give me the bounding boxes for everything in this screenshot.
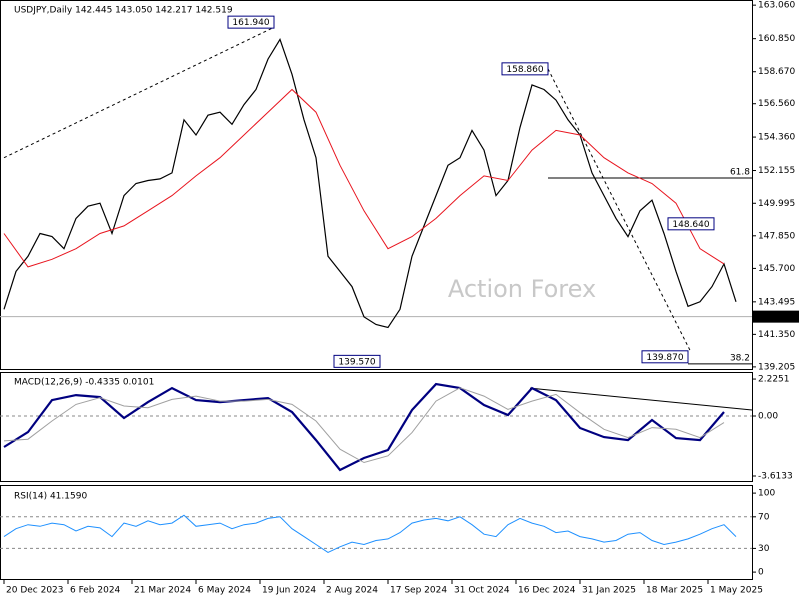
trendline [529,387,753,411]
x-tick-label: 18 Mar 2025 [646,586,703,596]
x-tick-label: 19 Jun 2024 [262,586,316,596]
y-tick-label: 139.205 [758,362,795,372]
series-line [3,37,737,329]
pane-title: USDJPY,Daily 142.445 143.050 142.217 142… [14,6,233,16]
x-tick-label: 21 Mar 2024 [134,586,191,596]
pane-title: RSI(14) 41.1590 [14,492,87,502]
x-tick-label: 1 May 2025 [710,586,763,596]
y-tick-label: 30 [758,544,770,554]
y-tick-label: 141.350 [758,330,795,340]
series-line [3,382,725,472]
series-line [3,387,725,464]
x-tick-label: 20 Dec 2023 [6,586,64,596]
y-tick-label: 158.670 [758,67,795,77]
trendline [547,68,691,351]
trendline [3,26,275,159]
y-tick-label: 152.155 [758,166,795,176]
annotation-label: 158.860 [506,65,543,75]
y-tick-label: 2.2251 [758,375,790,385]
last-price-label: 142.519 [758,312,795,322]
y-tick-label: 145.700 [758,264,795,274]
x-tick-label: 16 Dec 2024 [518,586,576,596]
annotation-box [667,217,715,231]
y-tick-label: 0.00 [758,412,778,422]
annotation-box [333,354,381,368]
series-line [3,88,725,268]
y-tick-label: 147.850 [758,231,795,241]
annotation-label: 148.640 [672,220,709,230]
price-pane [0,0,753,370]
fib-label: 61.8 [730,168,750,178]
macd-pane [0,372,753,482]
watermark: Action Forex [448,275,596,303]
y-tick-label: 156.560 [758,99,795,109]
pane-title: MACD(12,26,9) -0.4335 0.0101 [14,378,154,388]
rsi-pane [0,485,753,580]
annotation-box [641,350,689,364]
x-tick-label: 6 May 2024 [198,586,251,596]
fib-label: 38.2 [730,353,750,363]
y-tick-label: 160.850 [758,34,795,44]
y-tick-label: 143.495 [758,297,795,307]
series-line [3,514,737,553]
x-tick-label: 6 Feb 2024 [70,586,121,596]
annotation-label: 161.940 [232,18,269,28]
x-tick-label: 17 Sep 2024 [390,586,447,596]
x-tick-label: 31 Jan 2025 [582,586,636,596]
y-tick-label: 149.995 [758,199,795,209]
y-tick-label: 0 [758,568,764,578]
annotation-label: 139.570 [338,357,375,367]
y-tick-label: -3.6133 [758,471,793,481]
y-tick-label: 100 [758,489,775,499]
y-tick-label: 154.360 [758,133,795,143]
annotation-box [501,62,549,76]
y-tick-label: 163.060 [758,1,795,11]
annotation-box [227,15,275,29]
y-tick-label: 70 [758,512,770,522]
x-tick-label: 31 Oct 2024 [454,586,510,596]
x-tick-label: 2 Aug 2024 [326,586,378,596]
last-price-box [753,310,799,323]
annotation-label: 139.870 [646,353,683,363]
